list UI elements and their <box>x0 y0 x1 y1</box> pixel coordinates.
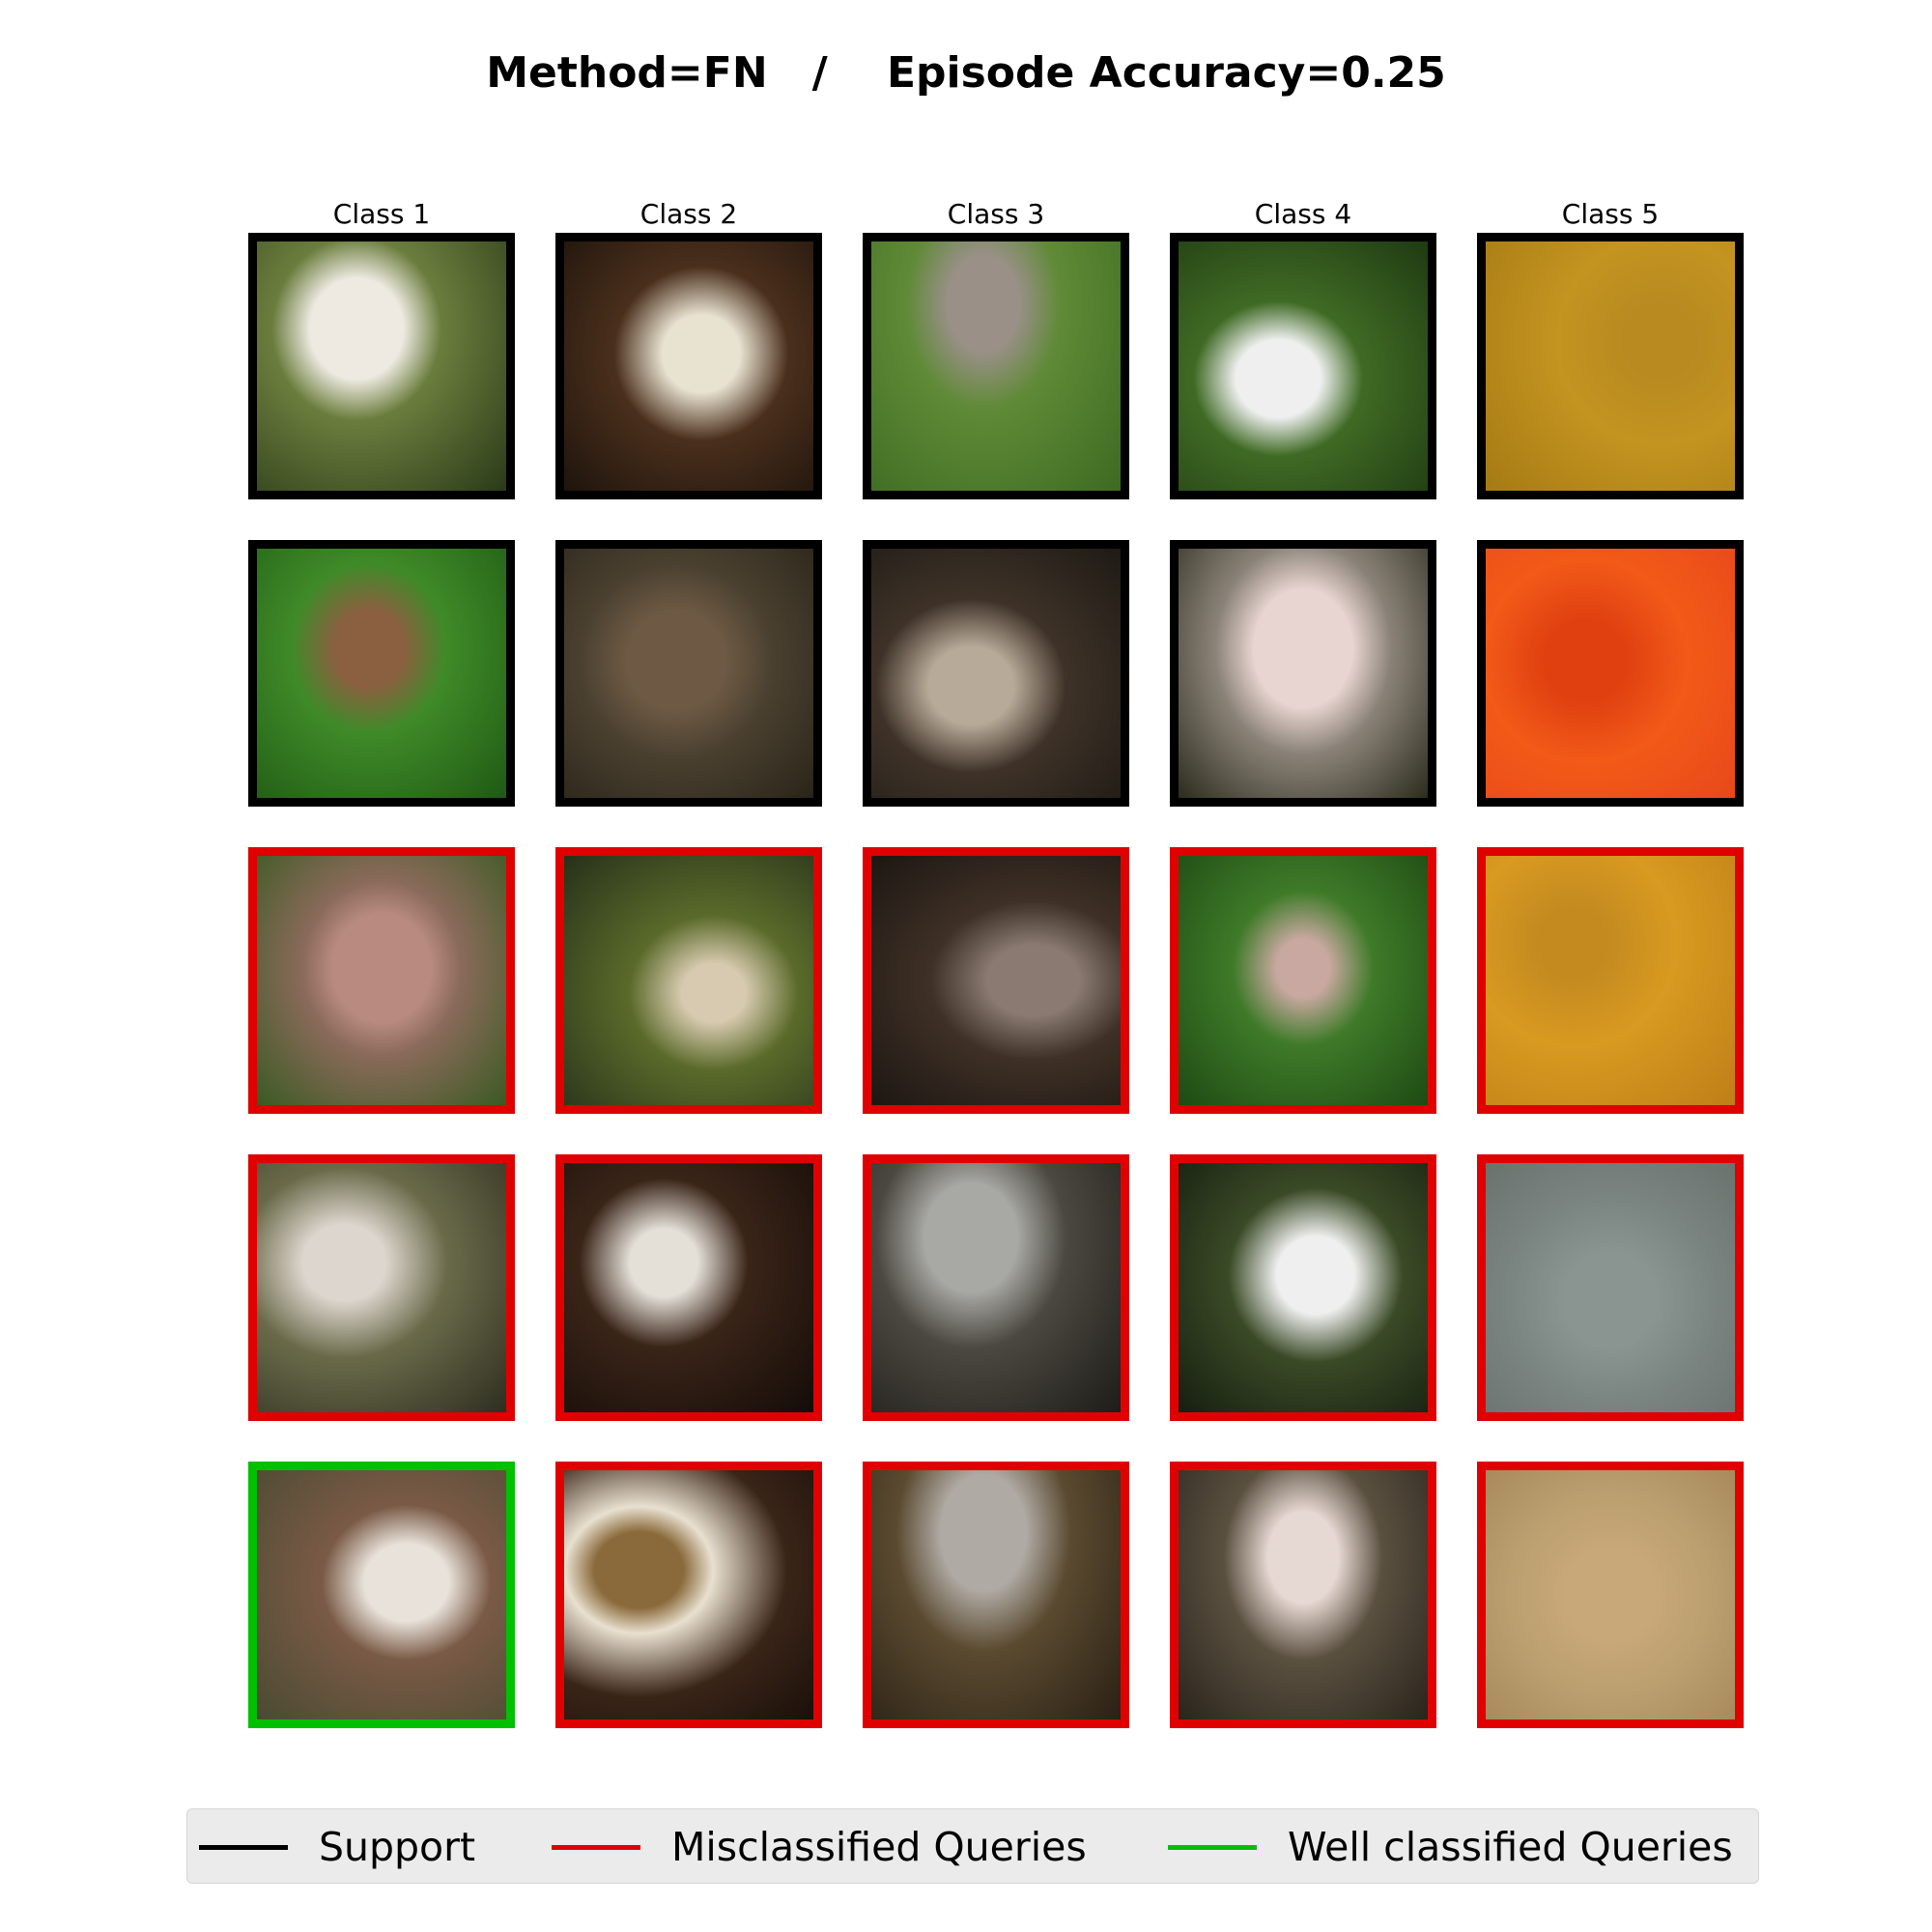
misclassified-image-r4-c3 <box>863 1154 1129 1421</box>
misclassified-image-r4-c4 <box>1170 1154 1436 1421</box>
mushroom-photo <box>564 1470 813 1719</box>
legend-label-misclassified: Misclassified Queries <box>671 1824 1087 1870</box>
mushroom-photo <box>1486 1470 1735 1719</box>
column-header-class-2: Class 2 <box>639 198 738 230</box>
mushroom-photo <box>1486 1163 1735 1412</box>
mushroom-photo <box>1486 856 1735 1105</box>
support-image-r2-c3 <box>863 540 1129 807</box>
column-header-class-5: Class 5 <box>1561 198 1660 230</box>
support-image-r2-c4 <box>1170 540 1436 807</box>
legend-label-well: Well classified Queries <box>1288 1824 1733 1870</box>
mushroom-photo <box>564 242 813 491</box>
support-image-r1-c1 <box>248 233 515 499</box>
mushroom-photo <box>1486 549 1735 798</box>
legend-item-support: Support <box>199 1809 475 1885</box>
mushroom-photo <box>564 549 813 798</box>
misclassified-image-r4-c2 <box>555 1154 822 1421</box>
misclassified-image-r4-c5 <box>1477 1154 1744 1421</box>
misclassified-image-r5-c3 <box>863 1462 1129 1728</box>
mushroom-photo <box>1179 549 1428 798</box>
well-image-r5-c1 <box>248 1462 515 1728</box>
misclassified-image-r3-c2 <box>555 847 822 1114</box>
support-image-r1-c5 <box>1477 233 1744 499</box>
support-image-r1-c3 <box>863 233 1129 499</box>
mushroom-photo <box>1486 242 1735 491</box>
support-image-r1-c4 <box>1170 233 1436 499</box>
mushroom-photo <box>257 549 506 798</box>
column-header-class-3: Class 3 <box>947 198 1045 230</box>
support-image-r1-c2 <box>555 233 822 499</box>
legend-line-well <box>1168 1844 1257 1850</box>
mushroom-photo <box>871 549 1121 798</box>
support-image-r2-c1 <box>248 540 515 807</box>
mushroom-photo <box>257 1163 506 1412</box>
mushroom-photo <box>871 242 1121 491</box>
misclassified-image-r3-c5 <box>1477 847 1744 1114</box>
mushroom-photo <box>564 1163 813 1412</box>
mushroom-photo <box>257 1470 506 1719</box>
mushroom-photo <box>871 856 1121 1105</box>
mushroom-photo <box>1179 1163 1428 1412</box>
legend-line-support <box>199 1844 288 1850</box>
misclassified-image-r4-c1 <box>248 1154 515 1421</box>
figure-title: Method=FN / Episode Accuracy=0.25 <box>486 48 1446 98</box>
mushroom-photo <box>871 1470 1121 1719</box>
legend-item-well: Well classified Queries <box>1168 1809 1733 1885</box>
mushroom-photo <box>257 856 506 1105</box>
column-header-class-4: Class 4 <box>1254 198 1352 230</box>
legend-item-misclassified: Misclassified Queries <box>552 1809 1087 1885</box>
mushroom-photo <box>1179 1470 1428 1719</box>
legend-label-support: Support <box>319 1824 476 1870</box>
mushroom-photo <box>257 242 506 491</box>
misclassified-image-r3-c3 <box>863 847 1129 1114</box>
column-header-class-1: Class 1 <box>332 198 431 230</box>
mushroom-photo <box>1179 242 1428 491</box>
mushroom-photo <box>1179 856 1428 1105</box>
misclassified-image-r5-c4 <box>1170 1462 1436 1728</box>
mushroom-photo <box>564 856 813 1105</box>
misclassified-image-r3-c1 <box>248 847 515 1114</box>
support-image-r2-c2 <box>555 540 822 807</box>
mushroom-photo <box>871 1163 1121 1412</box>
support-image-r2-c5 <box>1477 540 1744 807</box>
misclassified-image-r5-c2 <box>555 1462 822 1728</box>
legend: Support Misclassified Queries Well class… <box>186 1808 1759 1884</box>
misclassified-image-r3-c4 <box>1170 847 1436 1114</box>
legend-line-misclassified <box>552 1844 640 1850</box>
misclassified-image-r5-c5 <box>1477 1462 1744 1728</box>
